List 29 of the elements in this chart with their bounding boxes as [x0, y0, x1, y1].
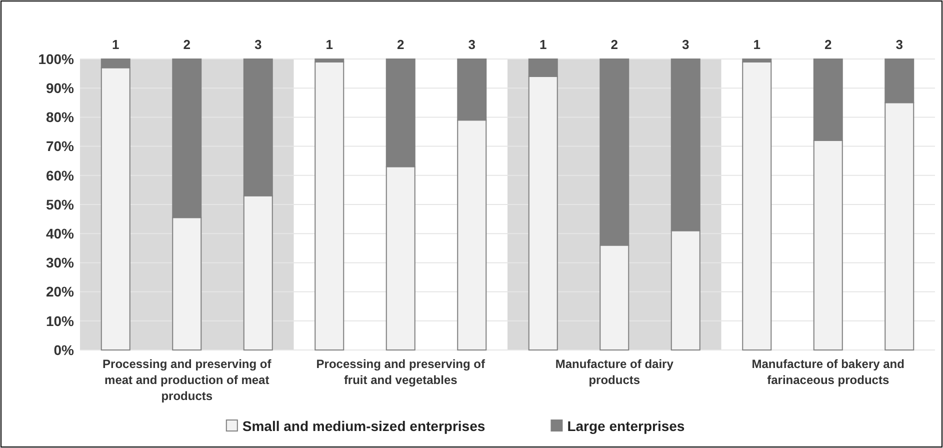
text: Processing and preserving of meat and production of meat products — [102, 357, 272, 403]
x-tick-label: 3 — [682, 37, 690, 52]
y-tick-label: 30% — [46, 254, 75, 271]
x-tick-label: 3 — [254, 37, 262, 52]
y-tick-label: 50% — [46, 196, 75, 212]
x-tick-label: 2 — [397, 37, 404, 52]
x-tick-label: 1 — [326, 37, 333, 52]
y-tick-label: 80% — [46, 109, 75, 126]
text: Processing and preserving of fruit and vegetables — [316, 357, 486, 387]
x-tick-label: 1 — [540, 37, 547, 52]
legend-label: Small and medium-sized enterprises — [242, 418, 486, 434]
x-tick-label: 1 — [753, 37, 760, 52]
y-tick-label: 0% — [54, 342, 75, 358]
legend-label: Large enterprises — [567, 418, 685, 434]
y-tick-label: 90% — [46, 80, 75, 96]
x-tick-label: 1 — [112, 37, 120, 52]
x-tick-label: 2 — [610, 37, 618, 52]
x-tick-label: 2 — [824, 37, 832, 52]
y-tick-label: 20% — [46, 284, 75, 300]
x-tick-label: 2 — [183, 37, 190, 52]
text: Manufacture of bakery and farinaceous products — [752, 357, 904, 387]
y-tick-label: 40% — [46, 226, 75, 242]
text: Manufacture of dairy products — [555, 357, 674, 387]
y-tick-label: 10% — [46, 312, 75, 329]
y-tick-label: 70% — [46, 138, 75, 154]
x-tick-label: 3 — [896, 37, 903, 52]
x-tick-label: 3 — [468, 37, 476, 52]
y-tick-label: 60% — [46, 167, 75, 184]
y-tick-label: 100% — [38, 50, 75, 67]
